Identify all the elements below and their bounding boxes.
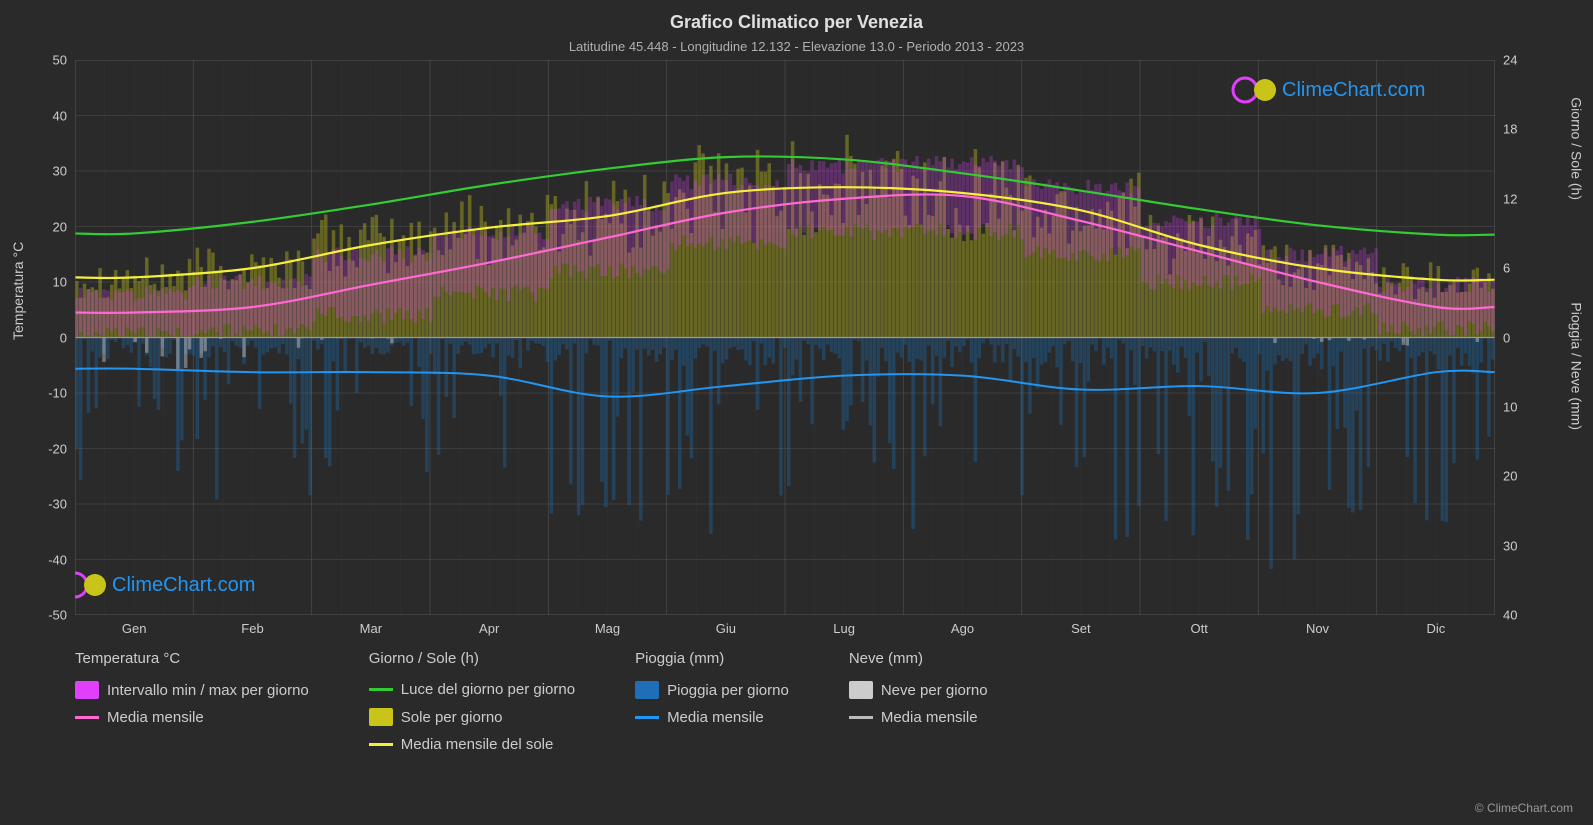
plot-svg: ClimeChart.com ClimeChart.com bbox=[75, 60, 1495, 615]
legend-label: Sole per giorno bbox=[401, 709, 503, 726]
y-tick-left: -50 bbox=[27, 608, 67, 623]
y-tick-left: 50 bbox=[27, 53, 67, 68]
x-tick-month: Apr bbox=[479, 621, 499, 636]
legend-label: Media mensile del sole bbox=[401, 736, 554, 753]
x-tick-month: Giu bbox=[716, 621, 736, 636]
legend-item: Sole per giorno bbox=[369, 708, 575, 726]
legend-label: Neve per giorno bbox=[881, 682, 988, 699]
x-tick-month: Ott bbox=[1190, 621, 1207, 636]
copyright: © ClimeChart.com bbox=[1475, 801, 1573, 815]
y-tick-right: 10 bbox=[1503, 399, 1517, 414]
x-tick-month: Mar bbox=[360, 621, 382, 636]
y-tick-left: 10 bbox=[27, 275, 67, 290]
chart-subtitle: Latitudine 45.448 - Longitudine 12.132 -… bbox=[0, 33, 1593, 54]
legend-item: Media mensile del sole bbox=[369, 736, 575, 753]
y-tick-left: -30 bbox=[27, 497, 67, 512]
y-tick-left: 0 bbox=[27, 330, 67, 345]
legend-item: Intervallo min / max per giorno bbox=[75, 681, 309, 699]
y-axis-right-bottom-label: Pioggia / Neve (mm) bbox=[1569, 302, 1585, 430]
legend-label: Media mensile bbox=[667, 709, 764, 726]
legend-group-title: Pioggia (mm) bbox=[635, 650, 789, 667]
y-tick-right: 24 bbox=[1503, 53, 1517, 68]
legend-group: Temperatura °C Intervallo min / max per g… bbox=[75, 650, 309, 753]
y-tick-right: 6 bbox=[1503, 261, 1510, 276]
y-tick-right: 0 bbox=[1503, 330, 1510, 345]
x-tick-month: Mag bbox=[595, 621, 620, 636]
y-tick-right: 18 bbox=[1503, 122, 1517, 137]
y-tick-left: -20 bbox=[27, 441, 67, 456]
legend-swatch bbox=[369, 708, 393, 726]
y-tick-left: 20 bbox=[27, 219, 67, 234]
legend: Temperatura °C Intervallo min / max per g… bbox=[75, 650, 1495, 753]
legend-item: Media mensile bbox=[75, 709, 309, 726]
x-tick-month: Ago bbox=[951, 621, 974, 636]
legend-group: Giorno / Sole (h) Luce del giorno per gio… bbox=[369, 650, 575, 753]
y-tick-left: -10 bbox=[27, 386, 67, 401]
legend-group: Pioggia (mm) Pioggia per giorno Media mens… bbox=[635, 650, 789, 753]
legend-swatch bbox=[75, 681, 99, 699]
legend-item: Media mensile bbox=[635, 709, 789, 726]
x-tick-month: Dic bbox=[1426, 621, 1445, 636]
legend-label: Media mensile bbox=[881, 709, 978, 726]
svg-text:ClimeChart.com: ClimeChart.com bbox=[112, 574, 255, 596]
y-tick-right: 40 bbox=[1503, 608, 1517, 623]
legend-swatch bbox=[849, 681, 873, 699]
legend-label: Pioggia per giorno bbox=[667, 682, 789, 699]
legend-line bbox=[369, 688, 393, 691]
plot-area: ClimeChart.comClimeChart.com -50-40-30-2… bbox=[75, 60, 1495, 615]
legend-group-title: Temperatura °C bbox=[75, 650, 309, 667]
y-axis-left-label: Temperatura °C bbox=[10, 242, 26, 340]
y-tick-right: 12 bbox=[1503, 191, 1517, 206]
svg-text:ClimeChart.com: ClimeChart.com bbox=[1282, 79, 1425, 101]
legend-label: Luce del giorno per giorno bbox=[401, 681, 575, 698]
legend-label: Media mensile bbox=[107, 709, 204, 726]
x-tick-month: Lug bbox=[833, 621, 855, 636]
legend-item: Media mensile bbox=[849, 709, 988, 726]
y-tick-left: 30 bbox=[27, 164, 67, 179]
legend-item: Neve per giorno bbox=[849, 681, 988, 699]
legend-item: Pioggia per giorno bbox=[635, 681, 789, 699]
legend-line bbox=[635, 716, 659, 719]
x-tick-month: Feb bbox=[241, 621, 263, 636]
legend-label: Intervallo min / max per giorno bbox=[107, 682, 309, 699]
legend-swatch bbox=[635, 681, 659, 699]
x-tick-month: Gen bbox=[122, 621, 147, 636]
legend-item: Luce del giorno per giorno bbox=[369, 681, 575, 698]
legend-line bbox=[369, 743, 393, 746]
legend-group-title: Giorno / Sole (h) bbox=[369, 650, 575, 667]
x-tick-month: Nov bbox=[1306, 621, 1329, 636]
y-tick-left: 40 bbox=[27, 108, 67, 123]
legend-group: Neve (mm) Neve per giorno Media mensile bbox=[849, 650, 988, 753]
climate-chart: Grafico Climatico per Venezia Latitudine… bbox=[0, 0, 1593, 825]
x-tick-month: Set bbox=[1071, 621, 1091, 636]
y-tick-right: 30 bbox=[1503, 538, 1517, 553]
legend-line bbox=[849, 716, 873, 719]
legend-group-title: Neve (mm) bbox=[849, 650, 988, 667]
y-tick-right: 20 bbox=[1503, 469, 1517, 484]
chart-title: Grafico Climatico per Venezia bbox=[0, 0, 1593, 33]
y-axis-right-top-label: Giorno / Sole (h) bbox=[1569, 97, 1585, 200]
legend-line bbox=[75, 716, 99, 719]
y-tick-left: -40 bbox=[27, 552, 67, 567]
